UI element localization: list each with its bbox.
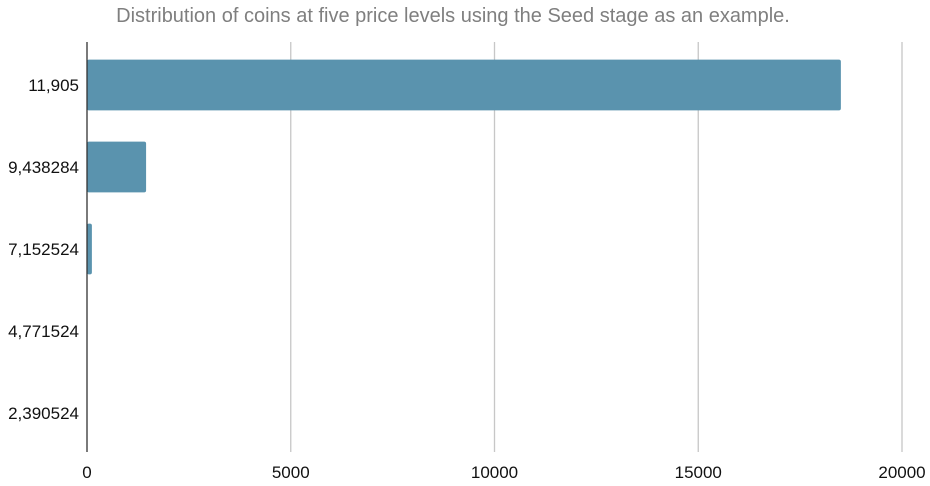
x-tick-label: 0 (82, 463, 91, 482)
bar (87, 141, 147, 193)
y-tick-label: 9,438284 (8, 158, 79, 177)
y-tick-label: 4,771524 (8, 322, 79, 341)
y-tick-label: 7,152524 (8, 240, 79, 259)
x-tick-labels: 0 5000 10000 15000 20000 (82, 463, 925, 482)
chart-title: Distribution of coins at five price leve… (116, 5, 790, 27)
y-tick-label: 2,390524 (8, 404, 79, 423)
bars (87, 59, 841, 275)
x-tick-label: 20000 (878, 463, 925, 482)
y-tick-label: 11,905 (28, 76, 79, 95)
x-tick-label: 5000 (272, 463, 310, 482)
x-tick-label: 10000 (471, 463, 518, 482)
x-tick-label: 15000 (675, 463, 722, 482)
bar (87, 223, 92, 275)
y-tick-labels: 11,905 9,438284 7,152524 4,771524 2,390524 (8, 76, 79, 423)
bar (87, 59, 841, 111)
